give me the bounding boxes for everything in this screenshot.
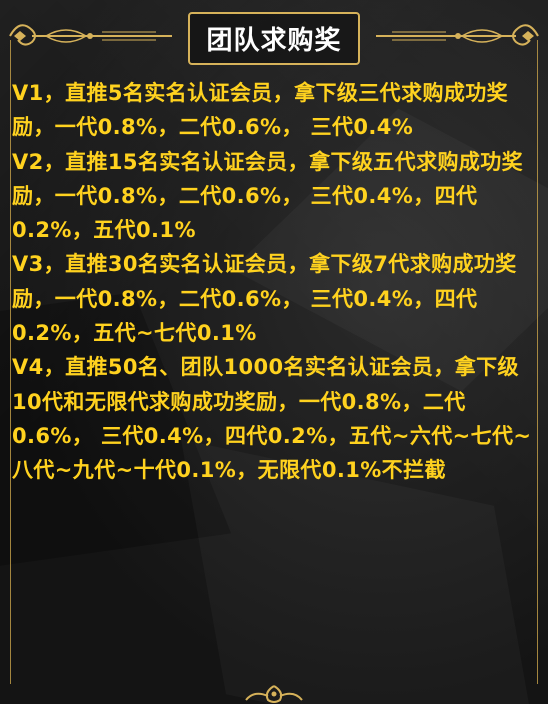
rule-v1: V1，直推5名实名认证会员，拿下级三代求购成功奖励，一代0.8%，二代0.6%，…	[12, 81, 509, 140]
scroll-ornament-icon	[9, 24, 172, 46]
flourish-icon	[245, 685, 303, 703]
page-title: 团队求购奖	[188, 12, 360, 65]
left-frame-line	[10, 40, 11, 684]
reward-rules: V1，直推5名实名认证会员，拿下级三代求购成功奖励，一代0.8%，二代0.6%，…	[12, 76, 534, 488]
right-frame-line	[537, 40, 538, 684]
title-area: 团队求购奖	[0, 12, 548, 65]
rule-v2: V2，直推15名实名认证会员，拿下级五代求购成功奖励，一代0.8%，二代0.6%…	[12, 149, 524, 243]
rule-v3: V3，直推30名实名认证会员，拿下级7代求购成功奖励，一代0.8%，二代0.6%…	[12, 252, 517, 346]
scroll-ornament-icon	[376, 24, 539, 46]
rule-v4: V4，直推50名、团队1000名实名认证会员，拿下级10代和无限代求购成功奖励，…	[12, 355, 532, 483]
